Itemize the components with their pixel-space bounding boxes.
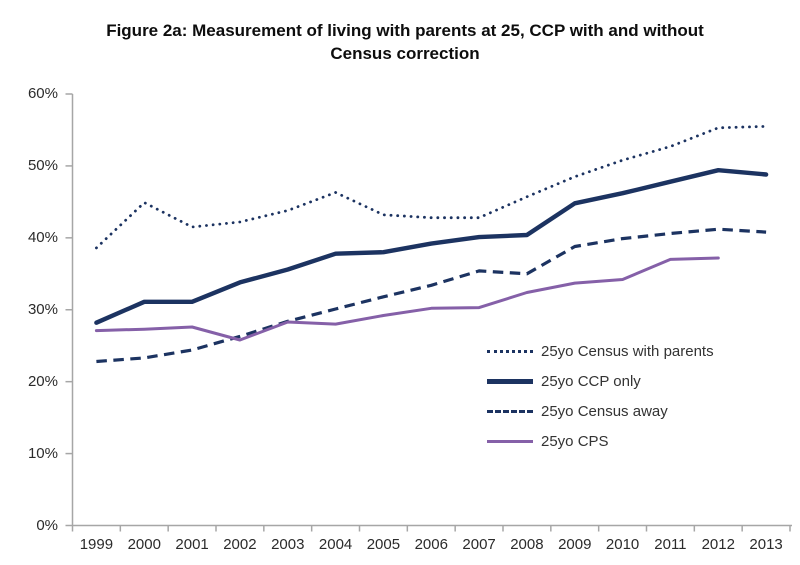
legend-label: 25yo CPS — [541, 432, 609, 450]
legend: 25yo Census with parents 25yo CCP only 2… — [487, 336, 714, 456]
series-line-25yo-census-away — [96, 227, 767, 364]
y-axis-label: 10% — [27, 444, 58, 462]
y-axis-label: 20% — [27, 372, 58, 390]
series-line-25yo-cps — [94, 256, 720, 342]
x-axis-label: 2000 — [127, 536, 161, 553]
x-axis-label: 2008 — [510, 536, 544, 553]
x-axis-label: 2004 — [318, 536, 353, 553]
series-line-25yo-census-with-parents — [95, 125, 768, 250]
chart-title: Figure 2a: Measurement of living with pa… — [106, 21, 704, 63]
legend-item-cps: 25yo CPS — [487, 426, 714, 456]
x-axis-label: 2006 — [414, 536, 448, 553]
solid-line-swatch — [487, 378, 533, 384]
x-axis-label: 2012 — [701, 536, 735, 553]
x-axis-label: 2005 — [366, 536, 401, 553]
legend-item-ccp-only: 25yo CCP only — [487, 366, 714, 396]
legend-label: 25yo CCP only — [541, 372, 641, 390]
y-axis-label: 30% — [27, 300, 58, 318]
x-axis-label: 2010 — [605, 536, 640, 553]
x-axis-label: 1999 — [79, 536, 114, 553]
x-axis-label: 2009 — [558, 536, 592, 553]
y-axis-label: 60% — [27, 85, 58, 102]
legend-item-census-with-parents: 25yo Census with parents — [487, 336, 714, 366]
x-axis-label: 2011 — [654, 536, 687, 553]
x-axis-label: 2001 — [175, 536, 209, 553]
y-axis-label: 0% — [36, 516, 58, 534]
legend-label: 25yo Census away — [541, 402, 668, 420]
x-axis-label: 2007 — [462, 536, 496, 553]
dotted-line-swatch — [487, 349, 533, 353]
x-axis-label: 2002 — [223, 536, 257, 553]
purple-line-swatch — [487, 439, 533, 443]
dashed-line-swatch — [487, 409, 533, 413]
x-axis-label: 2003 — [271, 536, 305, 553]
series-line-25yo-ccp-only — [94, 167, 769, 325]
legend-item-census-away: 25yo Census away — [487, 396, 714, 426]
legend-label: 25yo Census with parents — [541, 342, 714, 360]
y-axis-label: 40% — [27, 228, 58, 246]
x-axis-label: 2013 — [749, 536, 783, 553]
y-axis-label: 50% — [27, 156, 58, 174]
